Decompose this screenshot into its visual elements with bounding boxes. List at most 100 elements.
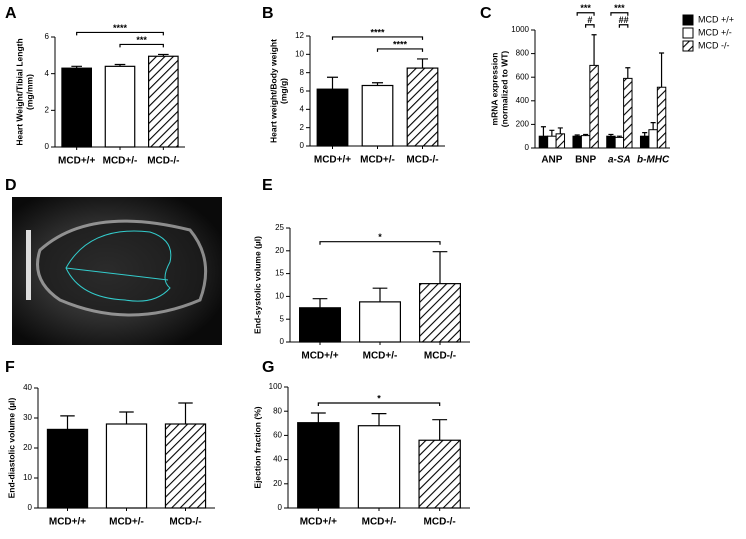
bar [359, 301, 402, 343]
legend-swatch [682, 14, 694, 26]
y-tick-label: 400 [516, 96, 530, 105]
bar [547, 135, 557, 149]
error-bar [312, 298, 328, 308]
significance-bracket [319, 241, 441, 245]
bar [61, 67, 93, 148]
bar [46, 428, 89, 509]
bar [357, 425, 401, 509]
error-bar [591, 34, 597, 66]
error-bar [60, 415, 75, 430]
panel-letter: E [262, 177, 273, 194]
y-axis-label: End-diastolic volume (µl) [6, 397, 16, 498]
x-tick-label: MCD+/- [363, 351, 398, 362]
error-bar [659, 52, 665, 88]
significance-label: *** [614, 3, 625, 13]
bar [104, 65, 136, 148]
significance-label: # [587, 15, 592, 25]
legend-label: MCD +/- [698, 27, 732, 37]
y-axis-label: Ejection fraction (%) [252, 406, 262, 488]
y-tick-label: 12 [295, 31, 304, 40]
bar [623, 77, 633, 149]
x-tick-label: MCD-/- [424, 351, 456, 362]
y-tick-label: 10 [23, 473, 32, 482]
error-bar [119, 411, 134, 424]
significance-label: * [378, 232, 382, 242]
bar [105, 423, 148, 509]
y-axis-label: Heart weight/Body weight [268, 39, 278, 143]
y-tick-label: 0 [278, 503, 283, 512]
y-tick-label: 0 [525, 143, 530, 152]
panel-letter: C [480, 5, 492, 22]
bar [419, 283, 462, 343]
error-bar [372, 287, 388, 302]
x-tick-label: MCD+/+ [300, 517, 337, 528]
bar [418, 439, 461, 509]
y-tick-label: 600 [516, 72, 530, 81]
y-tick-label: 4 [45, 69, 50, 78]
y-tick-label: 800 [516, 49, 530, 58]
x-tick-label: a-SA [608, 155, 631, 166]
panel-letter: A [5, 5, 17, 22]
bar [572, 135, 582, 149]
y-tick-label: 0 [28, 503, 33, 512]
x-tick-label: MCD-/- [424, 517, 456, 528]
panel-letter: D [5, 177, 17, 194]
error-bar [310, 412, 326, 423]
significance-label: ## [619, 15, 629, 25]
bar [656, 86, 667, 149]
y-axis-label: (mg/g) [278, 78, 288, 104]
x-tick-label: MCD+/+ [58, 156, 95, 167]
x-tick-label: ANP [541, 155, 562, 166]
y-tick-label: 0 [300, 141, 305, 150]
y-tick-label: 80 [273, 406, 282, 415]
bar [614, 136, 625, 149]
y-tick-label: 8 [300, 68, 305, 77]
legend-label: MCD -/- [698, 40, 730, 50]
bar [361, 84, 394, 147]
bar [606, 135, 616, 149]
panel-letter: G [262, 359, 274, 376]
error-bar [432, 419, 448, 441]
y-axis-label: Heart Weight/Tibial Length [14, 38, 24, 145]
error-bar [650, 122, 656, 130]
significance-bracket [610, 12, 629, 16]
bar [406, 67, 439, 147]
significance-bracket [376, 48, 424, 52]
x-tick-label: MCD+/- [109, 517, 144, 528]
y-tick-label: 100 [269, 382, 283, 391]
y-tick-label: 4 [300, 104, 305, 113]
error-bar [326, 76, 339, 90]
bar [299, 307, 342, 343]
bar [297, 422, 340, 509]
y-tick-label: 15 [275, 269, 284, 278]
significance-bracket [119, 43, 164, 48]
significance-label: *** [136, 35, 147, 45]
significance-label: * [377, 393, 381, 403]
y-tick-label: 6 [45, 32, 50, 41]
bar [164, 423, 207, 509]
bar [538, 135, 549, 149]
bar [589, 64, 599, 149]
significance-label: *** [580, 3, 591, 13]
significance-bracket [331, 36, 424, 40]
y-tick-label: 5 [280, 314, 285, 323]
error-bar [178, 402, 193, 424]
significance-bracket [576, 12, 595, 16]
legend-swatch [682, 40, 694, 52]
y-tick-label: 20 [23, 443, 32, 452]
x-tick-label: MCD-/- [406, 155, 438, 166]
y-tick-label: 2 [45, 105, 50, 114]
x-tick-label: MCD+/- [362, 517, 397, 528]
y-tick-label: 6 [300, 86, 305, 95]
panel-letter: B [262, 5, 274, 22]
y-axis-label: (normalized to WT) [499, 51, 509, 128]
significance-bracket [76, 31, 164, 36]
significance-bracket [317, 402, 441, 407]
ultrasound-image [12, 197, 222, 345]
error-bar [432, 251, 448, 284]
error-bar [540, 126, 546, 137]
y-tick-label: 40 [23, 383, 32, 392]
y-tick-label: 10 [295, 49, 304, 58]
x-tick-label: MCD+/+ [49, 517, 86, 528]
